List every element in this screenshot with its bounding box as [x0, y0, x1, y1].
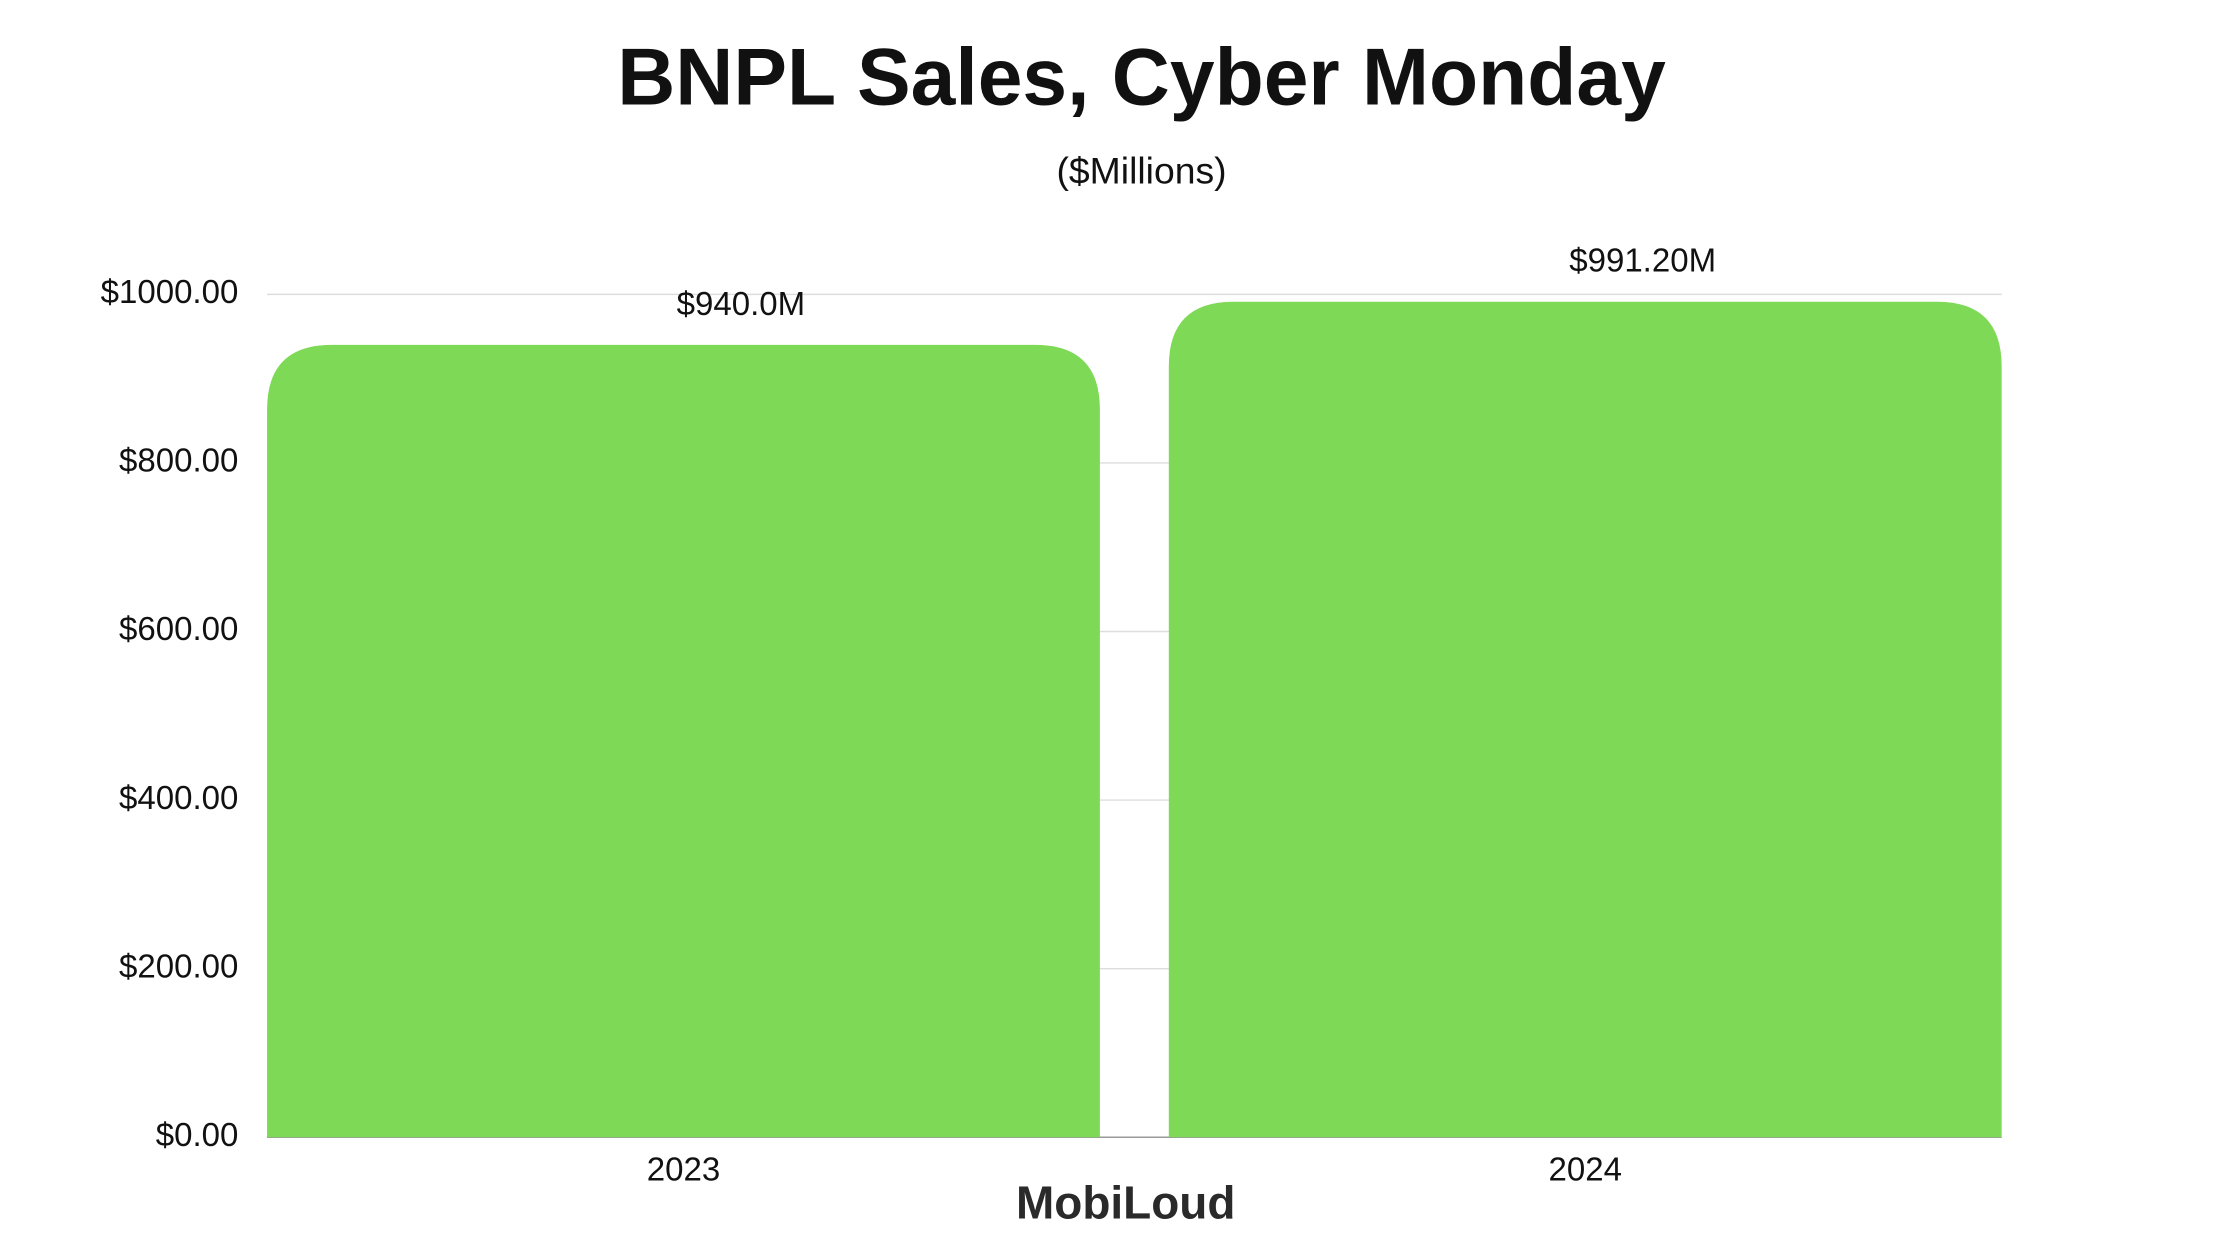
chart-subtitle: ($Millions) — [1056, 150, 1226, 192]
watermark: MobiLoud — [1016, 1176, 1235, 1228]
chart-title: BNPL Sales, Cyber Monday — [617, 33, 1666, 123]
y-tick-label: $1000.00 — [101, 273, 239, 310]
y-tick-label: $200.00 — [119, 947, 238, 984]
y-tick-label: $0.00 — [156, 1116, 239, 1153]
bar — [267, 344, 1100, 1138]
y-tick-label: $800.00 — [119, 442, 238, 479]
y-tick-label: $600.00 — [119, 610, 238, 647]
x-tick-label: 2023 — [647, 1150, 720, 1187]
y-tick-label: $400.00 — [119, 779, 238, 816]
x-tick-label: 2024 — [1549, 1150, 1622, 1187]
bar — [1168, 301, 2002, 1138]
value-label: $991.20M — [1569, 242, 1716, 279]
value-label: $940.0M — [677, 285, 805, 322]
